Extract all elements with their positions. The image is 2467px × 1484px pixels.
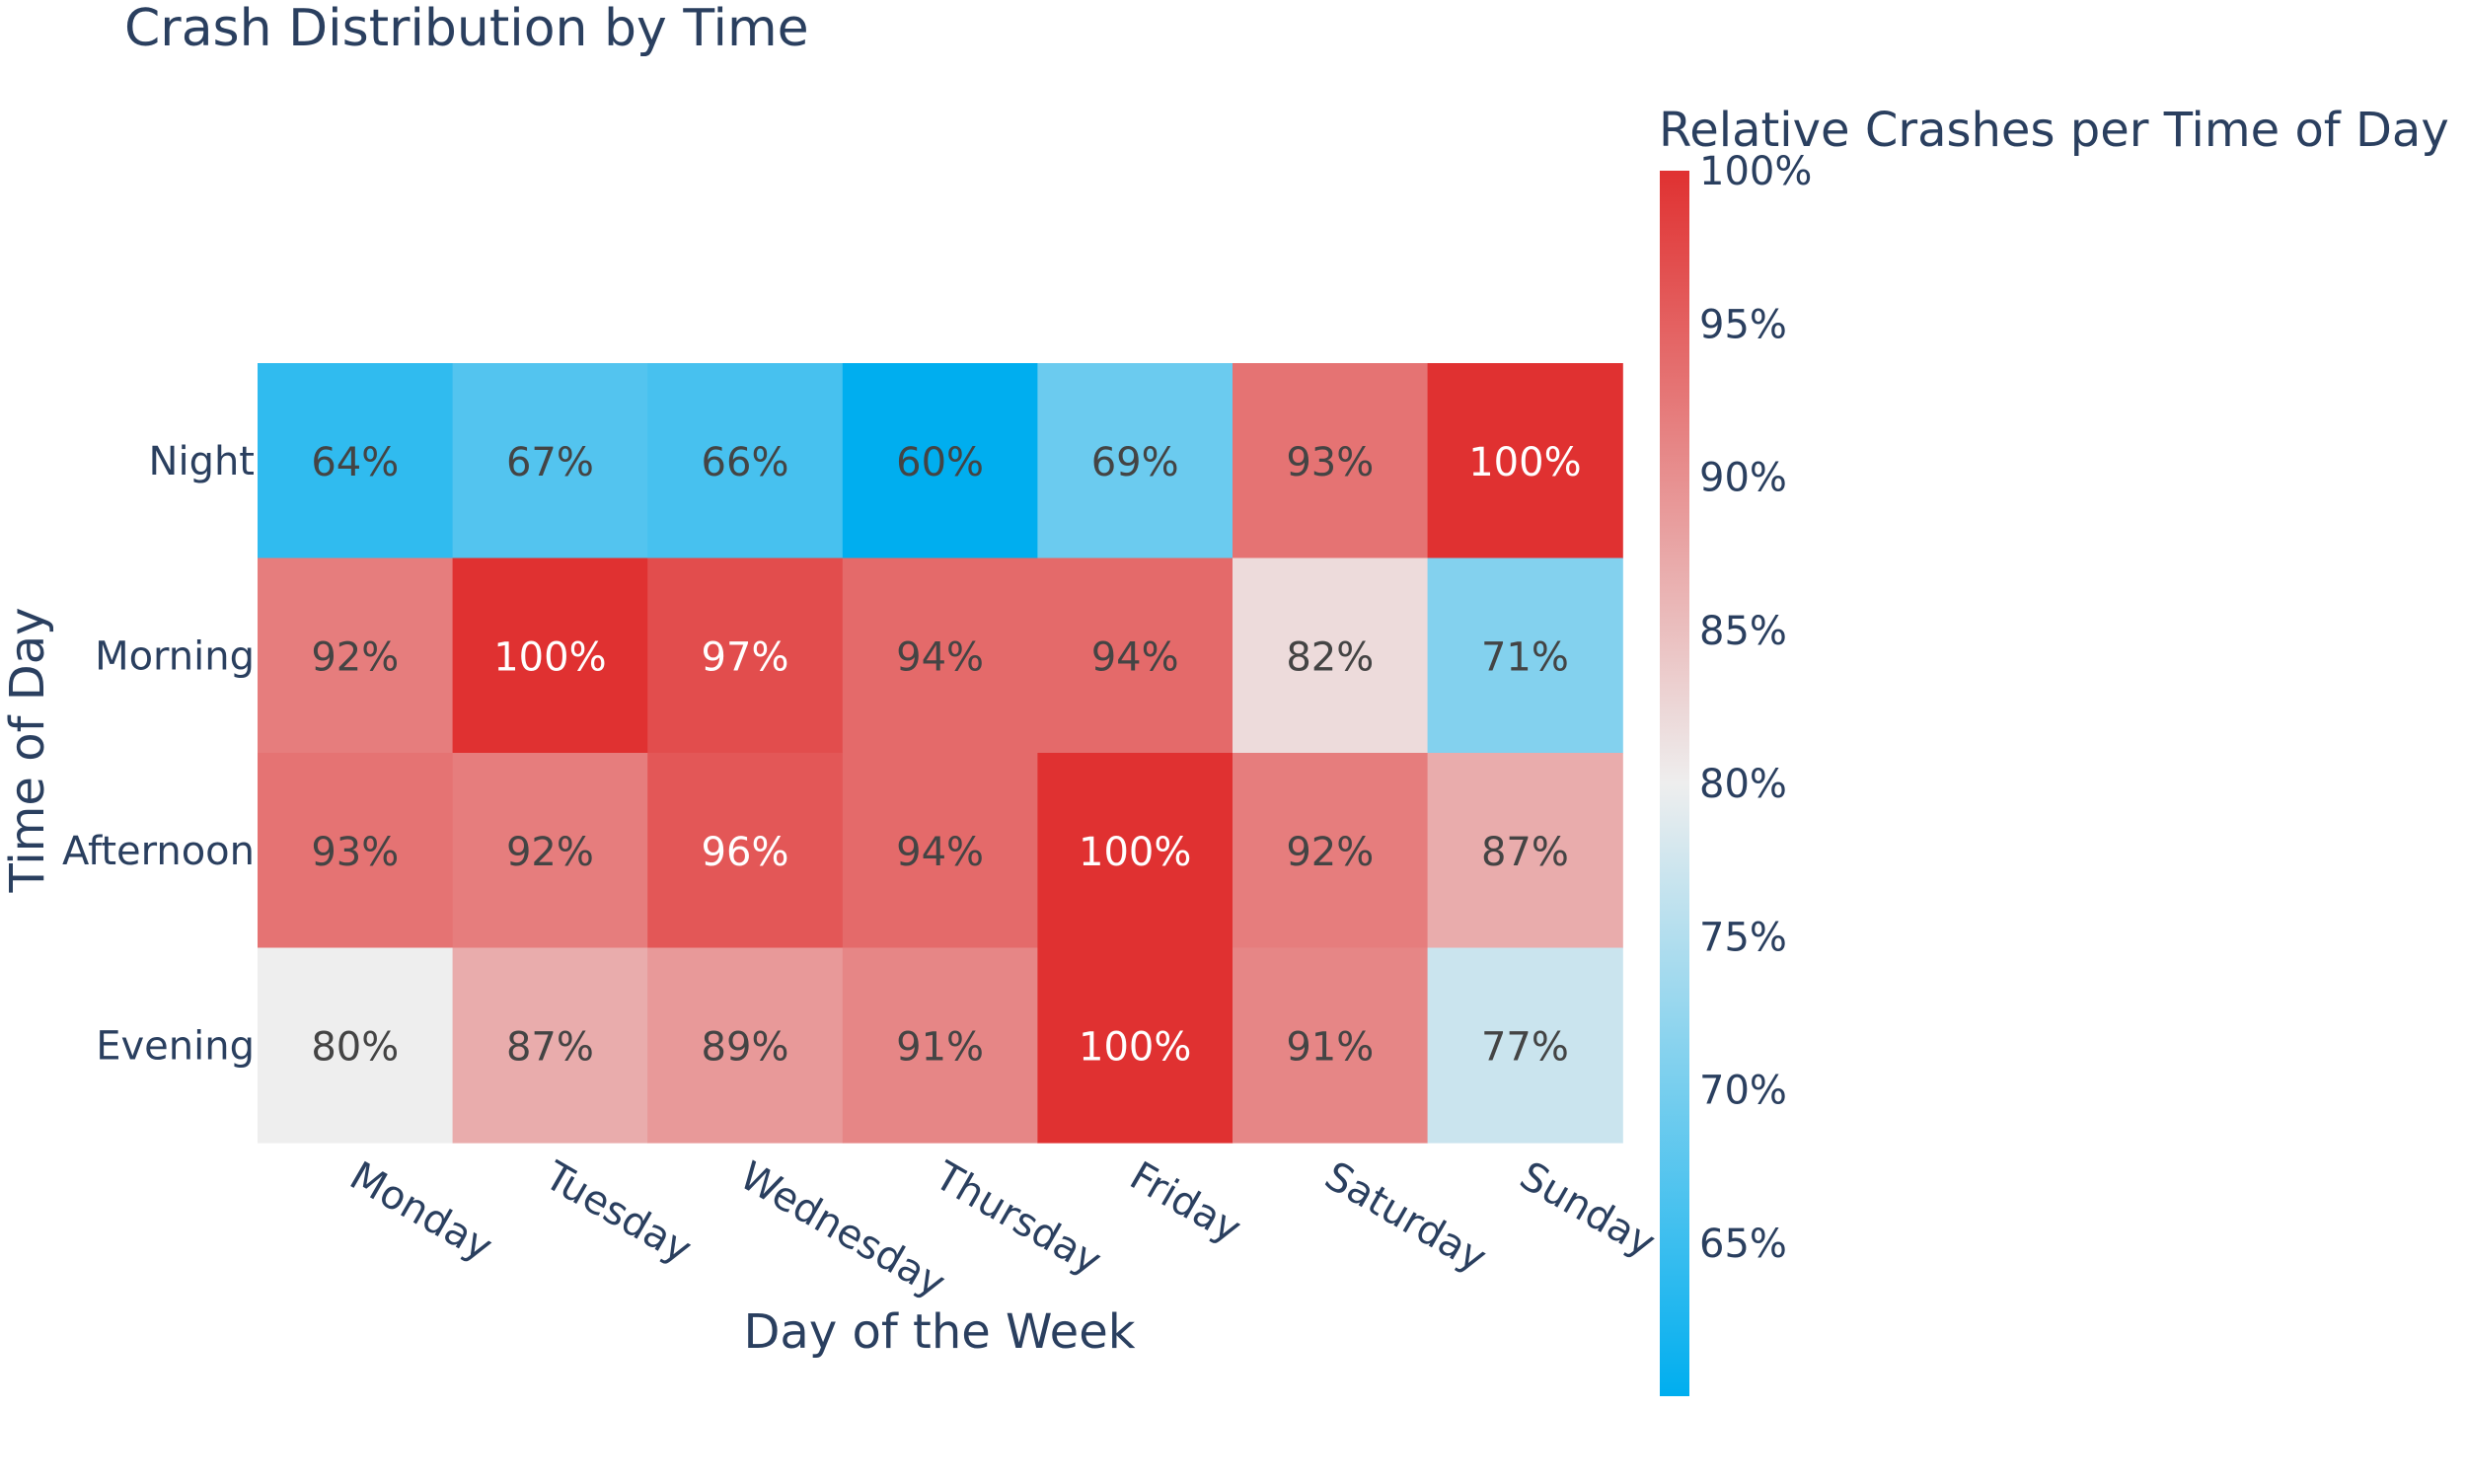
cell-value-label: 60%: [896, 440, 984, 485]
heatmap-cell-evening-wednesday: [647, 947, 844, 1144]
heatmap-cell-night-sunday: [1427, 363, 1623, 559]
heatmap-cell-night-saturday: [1233, 363, 1429, 559]
heatmap-cell-evening-thursday: [842, 947, 1038, 1144]
x-tick-label-saturday: Saturday: [1317, 1153, 1494, 1282]
y-tick-label-afternoon: Afternoon: [62, 829, 255, 874]
heatmap-cell-evening-monday: [258, 947, 454, 1144]
x-tick-label-thursday: Thursday: [927, 1152, 1109, 1284]
cell-value-label: 66%: [702, 440, 789, 485]
heatmap-cell-morning-friday: [1037, 557, 1234, 754]
cell-value-label: 87%: [506, 1024, 594, 1070]
y-axis-title: Time of Day: [0, 607, 55, 893]
heatmap-cell-night-monday: [258, 363, 454, 559]
heatmap-cell-night-thursday: [842, 363, 1038, 559]
heatmap-cell-afternoon-tuesday: [452, 753, 648, 949]
heatmap-cell-morning-wednesday: [647, 557, 844, 754]
cell-value-label: 94%: [1091, 634, 1179, 680]
heatmap-cell-evening-saturday: [1233, 947, 1429, 1144]
heatmap-cell-afternoon-wednesday: [647, 753, 844, 949]
y-axis-ticks: Night Morning Afternoon Evening: [62, 439, 255, 1070]
colorbar-tick-label: 65%: [1699, 1222, 1787, 1267]
x-tick-label-sunday: Sunday: [1512, 1153, 1663, 1267]
cell-value-label: 64%: [311, 440, 399, 485]
heatmap-cell-evening-sunday: [1427, 947, 1623, 1144]
colorbar-tick-label: 85%: [1699, 609, 1787, 654]
heatmap-cell-evening-friday: [1037, 947, 1234, 1144]
x-tick-label-friday: Friday: [1122, 1153, 1248, 1252]
colorbar-ticks: 65% 70% 75% 80% 85% 90% 95% 100%: [1699, 149, 1812, 1267]
colorbar-title: Relative Crashes per Time of Day: [1659, 103, 2449, 158]
cell-value-label: 82%: [1286, 634, 1374, 680]
chart-title: Crash Distribution by Time: [124, 0, 809, 58]
heatmap-cell-morning-tuesday: [452, 557, 648, 754]
x-axis-title: Day of the Week: [743, 1304, 1135, 1360]
cell-value-label: 67%: [506, 440, 594, 485]
x-tick-label-monday: Monday: [342, 1153, 500, 1271]
x-tick-label-tuesday: Tuesday: [537, 1152, 700, 1273]
cell-value-label: 92%: [506, 830, 594, 875]
heatmap-cell-afternoon-monday: [258, 753, 454, 949]
heatmap-cell-night-friday: [1037, 363, 1234, 559]
heatmap-cell-morning-saturday: [1233, 557, 1429, 754]
colorbar: [1660, 171, 1689, 1396]
cell-value-label: 71%: [1481, 634, 1569, 680]
x-tick-label-wednesday: Wednesday: [732, 1153, 953, 1307]
cell-value-label: 100%: [1079, 1024, 1191, 1070]
cell-value-label: 93%: [1286, 440, 1374, 485]
heatmap-cell-afternoon-sunday: [1427, 753, 1623, 949]
cell-value-label: 91%: [1286, 1024, 1374, 1070]
colorbar-tick-label: 70%: [1699, 1069, 1787, 1114]
cell-value-label: 100%: [493, 634, 606, 680]
heatmap-cell-labels: 64% 67% 66% 60% 69% 93% 100% 92% 100% 97% 94% 94% 82…: [311, 440, 1581, 1071]
cell-value-label: 91%: [896, 1024, 984, 1070]
heatmap-cell-afternoon-thursday: [842, 753, 1038, 949]
colorbar-tick-label: 95%: [1699, 302, 1787, 347]
cell-value-label: 69%: [1091, 440, 1179, 485]
colorbar-tick-label: 100%: [1699, 149, 1812, 194]
cell-value-label: 94%: [896, 634, 984, 680]
colorbar-tick-label: 75%: [1699, 915, 1787, 960]
y-tick-label-night: Night: [149, 439, 255, 484]
heatmap-cells: [258, 363, 1623, 1144]
y-tick-label-evening: Evening: [96, 1023, 255, 1069]
cell-value-label: 77%: [1481, 1024, 1569, 1070]
heatmap-cell-evening-tuesday: [452, 947, 648, 1144]
heatmap-cell-morning-thursday: [842, 557, 1038, 754]
y-tick-label-morning: Morning: [95, 633, 255, 679]
colorbar-tick-label: 80%: [1699, 762, 1787, 807]
cell-value-label: 100%: [1079, 830, 1191, 875]
cell-value-label: 92%: [1286, 830, 1374, 875]
cell-value-label: 87%: [1481, 830, 1569, 875]
colorbar-tick-label: 90%: [1699, 456, 1787, 501]
heatmap-cell-afternoon-friday: [1037, 753, 1234, 949]
cell-value-label: 94%: [896, 830, 984, 875]
cell-value-label: 89%: [702, 1024, 789, 1070]
cell-value-label: 96%: [702, 830, 789, 875]
heatmap-cell-afternoon-saturday: [1233, 753, 1429, 949]
cell-value-label: 100%: [1468, 440, 1581, 485]
heatmap-cell-morning-monday: [258, 557, 454, 754]
heatmap-cell-morning-sunday: [1427, 557, 1623, 754]
cell-value-label: 80%: [311, 1024, 399, 1070]
cell-value-label: 92%: [311, 634, 399, 680]
heatmap-cell-night-tuesday: [452, 363, 648, 559]
heatmap-cell-night-wednesday: [647, 363, 844, 559]
cell-value-label: 93%: [311, 830, 399, 875]
cell-value-label: 97%: [702, 634, 789, 680]
